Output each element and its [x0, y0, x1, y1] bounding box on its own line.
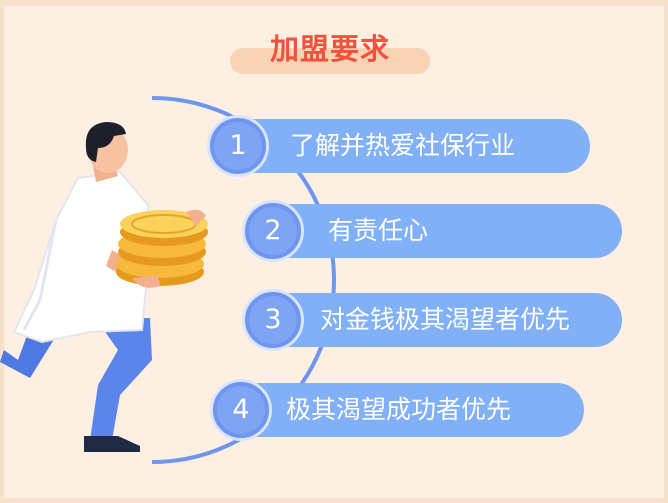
- man-with-coins-illustration: [0, 122, 208, 452]
- requirement-item-2: 有责任心: [262, 204, 622, 258]
- title-section: 加盟要求: [230, 22, 430, 74]
- page-title: 加盟要求: [269, 32, 390, 66]
- requirement-label: 对金钱极其渴望者优先: [320, 305, 571, 334]
- requirement-item-1: 了解并热爱社保行业: [228, 119, 590, 173]
- requirement-number-1: 1: [207, 115, 269, 177]
- requirement-item-3: 对金钱极其渴望者优先: [262, 293, 622, 347]
- requirement-number-3: 3: [242, 289, 304, 351]
- requirement-number-2: 2: [242, 200, 304, 262]
- top-border: [0, 0, 668, 6]
- requirement-label: 有责任心: [328, 216, 429, 245]
- requirement-number-4: 4: [210, 379, 272, 441]
- title-highlight: [230, 48, 430, 74]
- requirement-label: 了解并热爱社保行业: [290, 131, 516, 160]
- requirement-item-4: 极其渴望成功者优先: [228, 383, 584, 437]
- requirement-label: 极其渴望成功者优先: [286, 395, 512, 424]
